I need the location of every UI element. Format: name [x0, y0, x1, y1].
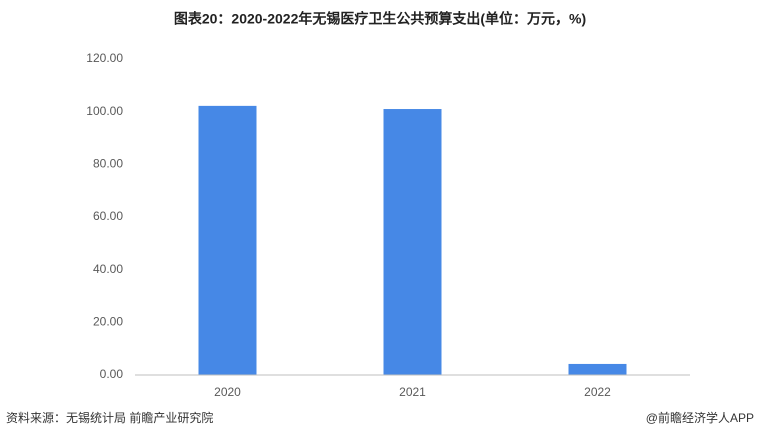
- y-tick-label: 100.00: [86, 104, 123, 118]
- y-tick-label: 60.00: [93, 209, 123, 223]
- bar: [568, 363, 627, 375]
- credit: @前瞻经济学人APP: [646, 410, 754, 425]
- bar: [198, 105, 257, 375]
- x-tick-label: 2020: [214, 385, 241, 399]
- y-tick-label: 40.00: [93, 262, 123, 276]
- x-tick-label: 2022: [584, 385, 611, 399]
- y-tick-label: 20.00: [93, 315, 123, 329]
- y-tick-label: 0.00: [100, 367, 124, 381]
- bar: [383, 109, 442, 376]
- y-tick-label: 120.00: [86, 51, 123, 65]
- y-tick-label: 80.00: [93, 157, 123, 171]
- source: 资料来源：无锡统计局 前瞻产业研究院: [6, 410, 213, 425]
- chart-title: 图表20：2020-2022年无锡医疗卫生公共预算支出(单位：万元，%): [174, 11, 586, 27]
- x-tick-label: 2021: [399, 385, 426, 399]
